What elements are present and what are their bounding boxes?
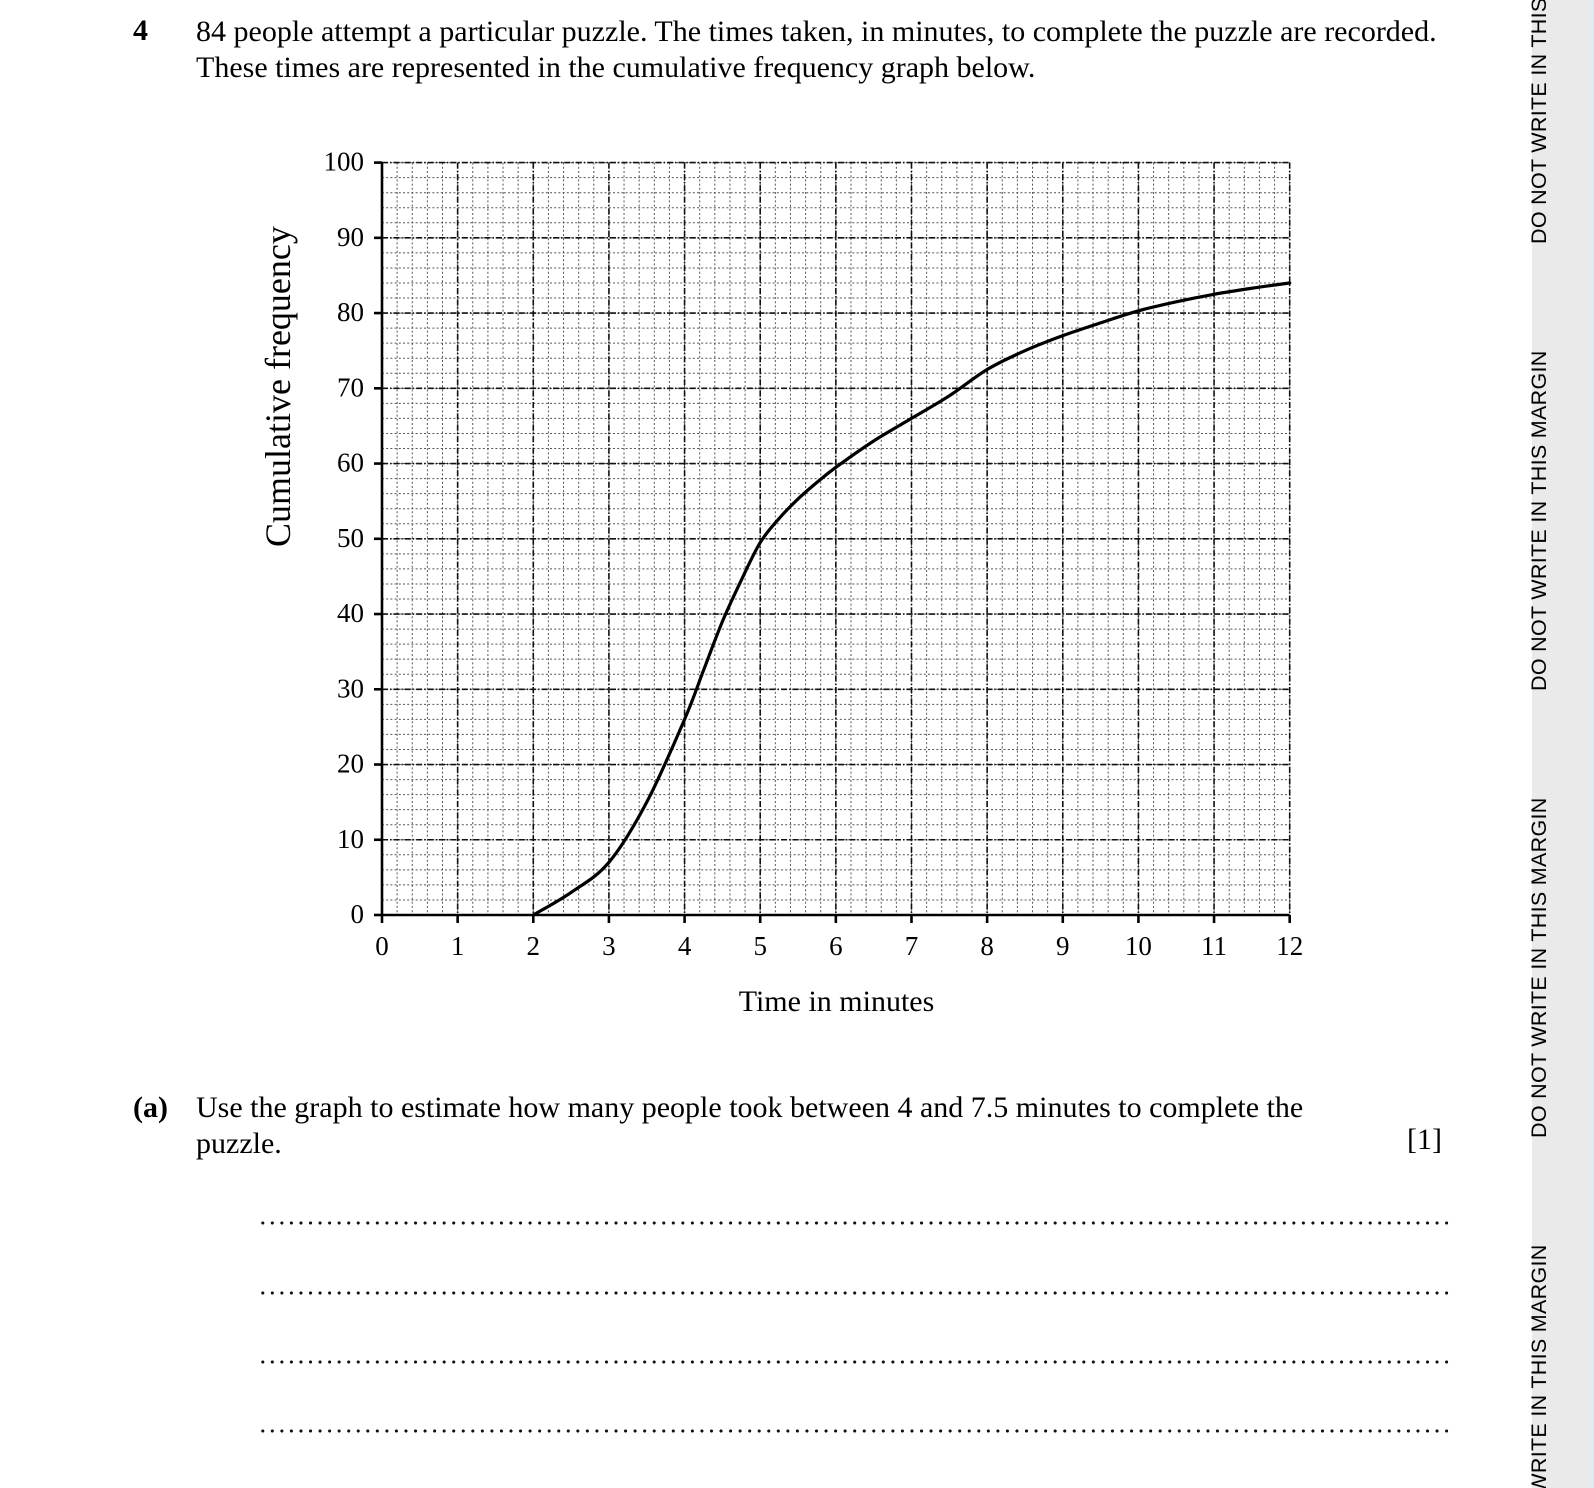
svg-text:70: 70 — [337, 372, 364, 402]
svg-text:4: 4 — [678, 931, 692, 961]
svg-text:1: 1 — [451, 931, 465, 961]
svg-text:0: 0 — [375, 931, 389, 961]
svg-text:60: 60 — [337, 448, 364, 478]
svg-text:10: 10 — [337, 824, 364, 854]
svg-text:8: 8 — [980, 931, 994, 961]
svg-text:40: 40 — [337, 598, 364, 628]
svg-text:50: 50 — [337, 523, 364, 553]
svg-text:100: 100 — [324, 147, 365, 177]
svg-text:80: 80 — [337, 297, 364, 327]
svg-text:11: 11 — [1201, 931, 1227, 961]
svg-text:90: 90 — [337, 222, 364, 252]
svg-text:12: 12 — [1276, 931, 1303, 961]
svg-text:30: 30 — [337, 673, 364, 703]
svg-text:9: 9 — [1056, 931, 1070, 961]
svg-text:10: 10 — [1125, 931, 1152, 961]
svg-text:0: 0 — [351, 899, 365, 929]
svg-text:6: 6 — [829, 931, 843, 961]
svg-text:7: 7 — [905, 931, 919, 961]
svg-text:3: 3 — [602, 931, 616, 961]
svg-text:5: 5 — [753, 931, 767, 961]
svg-text:20: 20 — [337, 749, 364, 779]
svg-text:2: 2 — [527, 931, 541, 961]
